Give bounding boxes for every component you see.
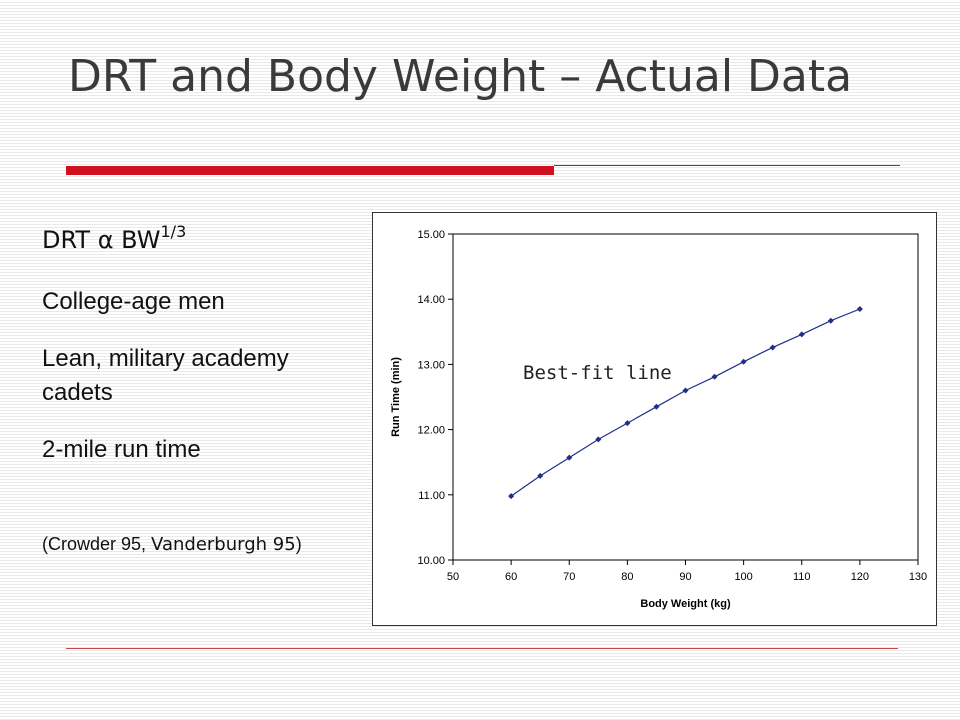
- x-tick-label: 50: [447, 571, 459, 583]
- data-point: [711, 373, 718, 380]
- y-tick-label: 11.00: [418, 490, 445, 502]
- formula-text: DRT α BW: [42, 226, 161, 254]
- x-tick-label: 100: [734, 571, 752, 583]
- citation-part-c: ): [295, 534, 302, 554]
- data-point: [798, 331, 805, 338]
- y-tick-label: 13.00: [417, 359, 445, 371]
- data-point: [566, 454, 573, 461]
- data-point: [856, 305, 863, 312]
- bullet-formula: DRT α BW1/3: [42, 222, 187, 254]
- x-tick-label: 80: [621, 571, 633, 583]
- bottom-rule: [66, 648, 898, 649]
- bullet-college-age-men: College-age men: [42, 288, 225, 315]
- data-point: [624, 420, 631, 427]
- citation-part-b: Vanderburgh 95: [151, 534, 296, 555]
- data-point: [595, 436, 602, 443]
- x-tick-label: 70: [563, 571, 575, 583]
- y-tick-label: 12.00: [417, 425, 445, 437]
- slide-title: DRT and Body Weight – Actual Data: [68, 51, 853, 102]
- bullet-run-time: 2-mile run time: [42, 436, 201, 463]
- y-tick-label: 10.00: [417, 555, 445, 567]
- x-tick-label: 60: [505, 571, 517, 583]
- title-underline-thick: [66, 166, 554, 175]
- x-tick-label: 110: [793, 571, 811, 583]
- citation-part-a: (Crowder 95,: [42, 534, 152, 554]
- data-point: [537, 472, 544, 479]
- data-point: [508, 493, 515, 500]
- data-point: [769, 344, 776, 351]
- plot-area: [452, 233, 919, 561]
- data-point: [827, 317, 834, 324]
- y-tick-label: 15.00: [417, 229, 445, 241]
- data-point: [653, 403, 660, 410]
- run-time-chart: 50 60 70 80 90 100 110 120 130 10.00 11.00 12.00 13.…: [390, 229, 927, 610]
- best-fit-annotation: Best-fit line: [523, 362, 672, 384]
- chart-frame: 50 60 70 80 90 100 110 120 130 10.00 11.00 12.00 13.…: [372, 212, 937, 626]
- x-tick-label: 120: [851, 571, 869, 583]
- data-point: [740, 358, 747, 365]
- data-point: [682, 387, 689, 394]
- y-axis-label: Run Time (min): [390, 357, 402, 437]
- x-tick-label: 90: [679, 571, 691, 583]
- y-tick-label: 14.00: [417, 294, 445, 306]
- plot-layer: 50 60 70 80 90 100 110 120 130 10.00 11.00 12.00 13.…: [390, 229, 927, 610]
- bullet-lean-cadets: Lean, military academy cadets: [42, 345, 289, 406]
- title-underline-thin: [554, 165, 900, 166]
- x-axis-label: Body Weight (kg): [640, 598, 731, 610]
- citation: (Crowder 95, Vanderburgh 95): [42, 530, 362, 559]
- formula-exponent: 1/3: [160, 222, 187, 241]
- x-tick-label: 130: [909, 571, 927, 583]
